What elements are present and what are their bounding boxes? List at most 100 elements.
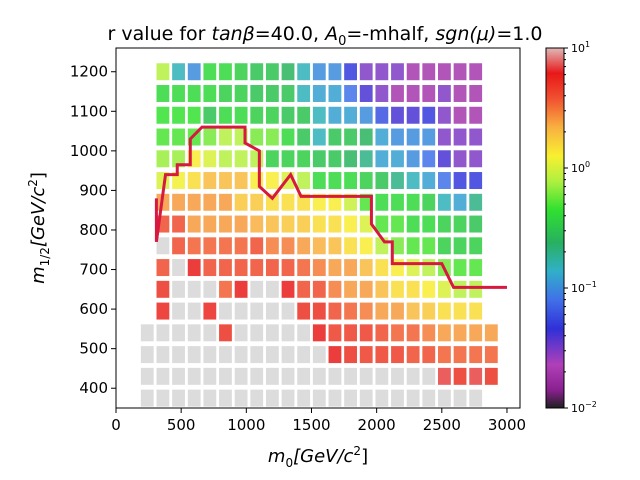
heatmap-cell <box>187 346 201 364</box>
heatmap-cell <box>312 172 326 190</box>
heatmap-cell <box>328 85 342 102</box>
heatmap-cell <box>328 280 342 298</box>
heatmap-cell <box>265 367 279 385</box>
heatmap-cell <box>156 389 170 407</box>
title-a0-label: A <box>323 23 338 45</box>
heatmap-cell <box>297 150 311 168</box>
heatmap-cell <box>469 259 483 277</box>
heatmap-cell <box>469 346 483 364</box>
chart-title: r value for tanβ=40.0, A0=-mhalf, sgn(μ)… <box>108 23 543 49</box>
heatmap-cell <box>438 85 451 102</box>
heatmap-cell <box>281 106 295 124</box>
heatmap-cell <box>187 172 201 190</box>
heatmap-cell <box>453 128 467 146</box>
heatmap-cell <box>219 389 232 407</box>
heatmap-cell <box>438 106 451 124</box>
heatmap-cell <box>469 302 483 320</box>
heatmap-cell <box>265 215 279 233</box>
colorbar-tick-label: 100 <box>571 160 590 175</box>
heatmap-cell <box>406 302 420 320</box>
heatmap-cell <box>469 63 483 81</box>
heatmap-cell <box>219 237 232 255</box>
heatmap-cell <box>297 128 311 146</box>
heatmap-cell <box>328 389 342 407</box>
heatmap-cell <box>281 237 295 255</box>
heatmap-cell <box>328 346 342 364</box>
heatmap-cell <box>172 106 185 124</box>
heatmap-cell <box>344 106 357 124</box>
heatmap-cell <box>203 63 217 81</box>
heatmap-cell <box>156 302 170 320</box>
heatmap-cell <box>359 324 373 342</box>
heatmap-cell <box>312 367 326 385</box>
heatmap-cell <box>265 150 279 168</box>
heatmap-cell <box>234 324 248 342</box>
heatmap-cell <box>234 106 248 124</box>
heatmap-cell <box>281 280 295 298</box>
heatmap-cell <box>219 85 232 102</box>
heatmap-cell <box>422 280 436 298</box>
heatmap-cell <box>250 85 264 102</box>
heatmap-cell <box>344 63 357 81</box>
heatmap-cell <box>453 150 467 168</box>
heatmap-cell <box>297 302 311 320</box>
heatmap-cell <box>406 193 420 211</box>
heatmap-cell <box>203 389 217 407</box>
heatmap-cell <box>250 302 264 320</box>
heatmap-cell <box>140 324 154 342</box>
heatmap-cell <box>281 215 295 233</box>
heatmap-cell <box>375 324 389 342</box>
heatmap-cell <box>297 63 311 81</box>
heatmap-cell <box>203 259 217 277</box>
heatmap-cell <box>484 324 498 342</box>
heatmap-cell <box>312 150 326 168</box>
x-tick-label: 1000 <box>227 416 265 434</box>
heatmap-cell <box>422 193 436 211</box>
heatmap-cell <box>234 215 248 233</box>
heatmap-cell <box>438 172 451 190</box>
heatmap-cell <box>187 215 201 233</box>
heatmap-cell <box>281 85 295 102</box>
heatmap-cell <box>250 346 264 364</box>
heatmap-cell <box>469 324 483 342</box>
heatmap-cell <box>203 128 217 146</box>
heatmap-cell <box>391 367 404 385</box>
heatmap-cell <box>265 85 279 102</box>
heatmap-cell <box>250 259 264 277</box>
heatmap-cell <box>140 346 154 364</box>
heatmap-cell <box>250 193 264 211</box>
heatmap-cell <box>203 106 217 124</box>
heatmap-cell <box>469 193 483 211</box>
heatmap-cell <box>344 237 357 255</box>
heatmap-cell <box>156 106 170 124</box>
y-axis-ticks: 400 500 600 700 800 900 1000 1100 1200 <box>70 63 116 397</box>
heatmap-cell <box>328 324 342 342</box>
heatmap-cell <box>359 128 373 146</box>
heatmap-cell <box>438 367 451 385</box>
heatmap-cell <box>312 85 326 102</box>
heatmap-cell <box>328 150 342 168</box>
heatmap-cell <box>391 302 404 320</box>
heatmap-cell <box>438 324 451 342</box>
heatmap-cell <box>359 302 373 320</box>
heatmap-cell <box>344 302 357 320</box>
colorbar-tick-label: 101 <box>571 40 590 55</box>
heatmap-cell <box>406 172 420 190</box>
y-tick-label: 400 <box>79 379 108 397</box>
heatmap-cell <box>265 324 279 342</box>
plot-frame <box>115 47 521 409</box>
heatmap-cell <box>281 302 295 320</box>
title-sgn-label: sgn(μ) <box>435 23 496 45</box>
heatmap-cell <box>453 280 467 298</box>
heatmap-cell <box>156 150 170 168</box>
heatmap-cell <box>469 150 483 168</box>
y-tick-label: 800 <box>79 221 108 239</box>
heatmap-cell <box>375 367 389 385</box>
heatmap-cell <box>453 237 467 255</box>
heatmap-cell <box>187 237 201 255</box>
heatmap-cell <box>219 106 232 124</box>
heatmap-cell <box>187 302 201 320</box>
heatmap-cell <box>203 302 217 320</box>
colorbar-tick-label: 10−2 <box>571 400 597 415</box>
heatmap-cell <box>344 215 357 233</box>
